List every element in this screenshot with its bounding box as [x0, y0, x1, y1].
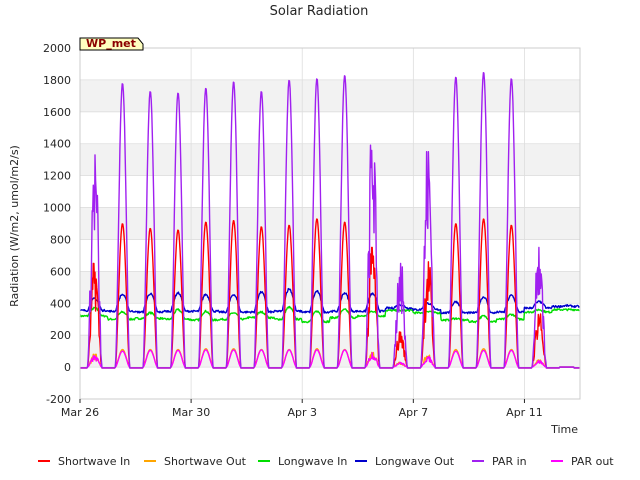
station-tag-box: [79, 37, 144, 51]
x-tick-label: Apr 7: [399, 406, 429, 419]
x-tick-label: Mar 30: [172, 406, 210, 419]
y-tick-label: 400: [50, 297, 71, 310]
series-line-longwave-out: [79, 287, 581, 315]
series-line-par-in: [79, 71, 580, 369]
plot-frame: [79, 47, 581, 400]
legend-label: PAR in: [492, 455, 527, 468]
legend-label: Shortwave Out: [164, 455, 247, 468]
legend-item: Shortwave In: [38, 455, 130, 468]
legend: Shortwave In Shortwave Out Longwave In Long…: [38, 455, 614, 468]
legend-item: Longwave Out: [355, 455, 455, 468]
x-tick-label: Apr 11: [506, 406, 543, 419]
y-tick-label: 1000: [43, 202, 71, 215]
y-tick-label: 0: [64, 361, 71, 374]
y-tick-label: 2000: [43, 42, 71, 55]
legend-label: Shortwave In: [58, 455, 130, 468]
y-tick-label: 1800: [43, 74, 71, 87]
y-tick-label: -200: [46, 393, 71, 406]
grid-band: [80, 79, 580, 112]
legend-item: Longwave In: [258, 455, 347, 468]
y-tick-label: 1600: [43, 106, 71, 119]
y-axis-ticks: -200 0 200 400 600 800 1000 1200 1400 1600 1800 200…: [43, 42, 71, 406]
series-layer: [79, 71, 581, 369]
grid-band: [80, 271, 580, 304]
station-tag-label: WP_met: [86, 37, 136, 50]
y-tick-label: 200: [50, 329, 71, 342]
station-tag: WP_met: [79, 37, 144, 51]
x-tick-label: Mar 26: [61, 406, 99, 419]
y-tick-label: 1200: [43, 170, 71, 183]
chart-title: Solar Radiation: [270, 4, 369, 19]
legend-item: PAR out: [551, 455, 614, 468]
legend-label: Longwave Out: [375, 455, 455, 468]
legend-label: PAR out: [571, 455, 614, 468]
x-axis-label: Time: [550, 423, 578, 436]
y-tick-label: 800: [50, 233, 71, 246]
legend-item: PAR in: [472, 455, 527, 468]
y-axis-label: Radiation (W/m2, umol/m2/s): [8, 145, 21, 307]
y-tick-label: 1400: [43, 138, 71, 151]
legend-label: Longwave In: [278, 455, 347, 468]
grid-band: [80, 335, 580, 368]
series-line-longwave-in: [79, 305, 580, 324]
grid-band: [80, 207, 580, 240]
plot-background: [80, 48, 580, 399]
grid-band: [80, 143, 580, 176]
y-tick-label: 600: [50, 265, 71, 278]
legend-item: Shortwave Out: [144, 455, 247, 468]
x-axis-ticks: Mar 26 Mar 30 Apr 3 Apr 7 Apr 11: [61, 399, 543, 419]
x-tick-label: Apr 3: [287, 406, 317, 419]
